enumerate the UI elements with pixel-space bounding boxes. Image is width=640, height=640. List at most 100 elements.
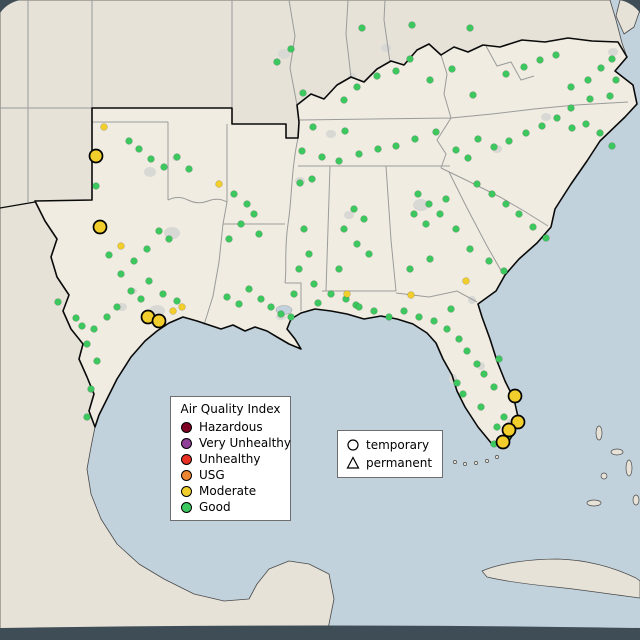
cuba-island [481, 558, 640, 599]
monitor-dot-good [505, 137, 513, 145]
aqi-item-label: Good [199, 500, 231, 514]
monitor-dot-good [125, 137, 133, 145]
monitor-dot-good [225, 235, 233, 243]
monitor-dot-good [295, 265, 303, 273]
monitor-dot-good [308, 175, 316, 183]
monitor-dot-good [410, 210, 418, 218]
monitor-dot-good [350, 205, 358, 213]
monitor-dot-moderate [169, 307, 177, 315]
aqi-legend-item-moderate: Moderate [171, 483, 290, 499]
monitor-dot-good [92, 182, 100, 190]
monitor-dot-good [488, 190, 496, 198]
monitor-dot-good [567, 83, 575, 91]
monitor-dot-good [305, 250, 313, 258]
monitor-dot-good [538, 122, 546, 130]
monitor-dot-good [117, 270, 125, 278]
monitor-dot-good [83, 413, 91, 421]
monitor-dot-good [370, 307, 378, 315]
state-borders-inside-region [92, 45, 629, 326]
monitor-dot-good [493, 423, 501, 431]
hazardous-swatch-icon [181, 421, 192, 433]
monitor-dot-good [442, 195, 450, 203]
monitor-dot-good [608, 55, 616, 63]
monitor-dot-good [340, 96, 348, 104]
monitor-dot-good [155, 227, 163, 235]
aqi-item-label: Moderate [199, 484, 257, 498]
monitor-dot-good [597, 64, 605, 72]
monitor-dot-good [542, 234, 550, 242]
monitor-dot-good [567, 104, 575, 112]
monitor-dot-good [353, 240, 361, 248]
monitor-dot-good [145, 277, 153, 285]
monitor-dot-good [469, 91, 477, 99]
monitor-dot-good [464, 154, 472, 162]
marker-type-item-temporary: temporary [344, 436, 434, 454]
usg-swatch-icon [181, 469, 192, 481]
monitor-dot-good [235, 300, 243, 308]
monitor-dot-good [500, 413, 508, 421]
aqi-legend-item-good: Good [171, 499, 290, 515]
monitor-dot-good [553, 114, 561, 122]
monitor-dot-good [299, 89, 307, 97]
temporary-monitor-moderate [151, 313, 167, 329]
monitor-dot-good [237, 220, 245, 228]
us-mexico-border-west [0, 201, 36, 209]
monitor-dot-good [314, 299, 322, 307]
monitor-dot-good [406, 55, 414, 63]
aqi-item-label: USG [199, 468, 225, 482]
monitor-dot-good [185, 165, 193, 173]
aqi-legend-item-hazardous: Hazardous [171, 419, 290, 435]
monitor-dot-good [130, 257, 138, 265]
monitor-markers [54, 21, 620, 450]
monitor-dot-moderate [215, 180, 223, 188]
monitor-dot-good [568, 124, 576, 132]
monitor-dot-good [105, 251, 113, 259]
temporary-monitor-moderate [507, 388, 523, 404]
monitor-dot-good [426, 76, 434, 84]
monitor-dot-good [408, 21, 416, 29]
monitor-dot-good [83, 340, 91, 348]
monitor-dot-good [78, 322, 86, 330]
monitor-dot-good [93, 357, 101, 365]
monitor-dot-good [392, 142, 400, 150]
monitor-dot-good [358, 24, 366, 32]
monitor-dot-good [414, 190, 422, 198]
monitor-dot-good [502, 200, 510, 208]
map-corner-top-left [0, 0, 20, 13]
monitor-dot-good [360, 215, 368, 223]
monitor-dot-moderate [343, 290, 351, 298]
monitor-dot-good [230, 190, 238, 198]
monitor-dot-good [477, 403, 485, 411]
monitor-dot-good [72, 314, 80, 322]
monitor-dot-good [298, 147, 306, 155]
monitor-dot-good [474, 135, 482, 143]
monitor-dot-good [495, 355, 503, 363]
monitor-dot-good [415, 313, 423, 321]
monitor-dot-good [255, 230, 263, 238]
map-corner-top-right [620, 0, 640, 13]
temporary-monitor-moderate [495, 434, 511, 450]
monitor-dot-good [355, 303, 363, 311]
monitor-dot-good [127, 287, 135, 295]
marker-type-label: permanent [366, 456, 433, 470]
monitor-dot-good [327, 290, 335, 298]
monitor-dot-good [490, 383, 498, 391]
delmarva-peninsula [615, 0, 640, 35]
monitor-dot-good [463, 347, 471, 355]
monitor-dot-good [113, 303, 121, 311]
monitor-dot-good [422, 220, 430, 228]
monitor-dot-good [245, 285, 253, 293]
monitor-dot-moderate [178, 303, 186, 311]
monitor-dot-good [290, 290, 298, 298]
monitor-dot-good [90, 325, 98, 333]
monitor-dot-good [160, 163, 168, 171]
monitor-dot-good [385, 313, 393, 321]
temporary-monitor-moderate [92, 219, 108, 235]
monitor-dot-good [353, 83, 361, 91]
marker-type-label: temporary [366, 438, 430, 452]
monitor-dot-good [455, 335, 463, 343]
monitor-dot-good [300, 225, 308, 233]
monitor-dot-good [335, 157, 343, 165]
aqi-legend-item-very-unhealthy: Very Unhealthy [171, 435, 291, 451]
